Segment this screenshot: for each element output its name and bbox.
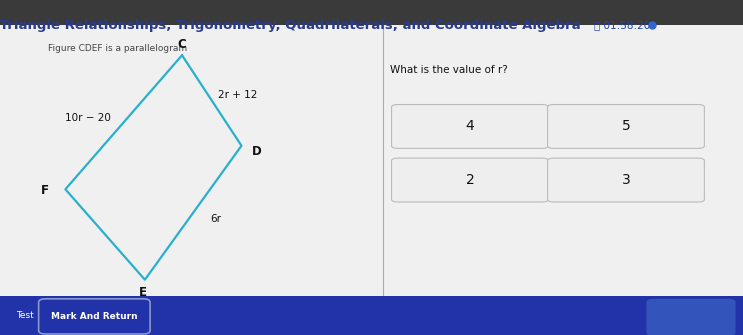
- Text: 3: 3: [622, 173, 630, 187]
- FancyBboxPatch shape: [548, 105, 704, 148]
- Text: Figure CDEF is a parallelogram: Figure CDEF is a parallelogram: [48, 44, 187, 53]
- Text: 4: 4: [466, 120, 474, 133]
- Text: ⧖ 01:58:20: ⧖ 01:58:20: [594, 20, 651, 30]
- Text: D: D: [251, 145, 262, 158]
- Text: E: E: [139, 286, 146, 298]
- Text: 2r + 12: 2r + 12: [218, 90, 257, 100]
- Text: Right Triangle Relationships, Trigonometry, Quadrilaterals, and Coordinate Algeb: Right Triangle Relationships, Trigonomet…: [0, 19, 580, 31]
- Text: Test: Test: [16, 311, 34, 320]
- Text: 6r: 6r: [210, 214, 221, 224]
- FancyBboxPatch shape: [392, 105, 548, 148]
- FancyBboxPatch shape: [548, 158, 704, 202]
- Text: 5: 5: [622, 120, 630, 133]
- Text: 10r − 20: 10r − 20: [65, 113, 111, 123]
- Text: What is the value of r?: What is the value of r?: [390, 65, 507, 75]
- Bar: [0, 0, 743, 25]
- Bar: [0, 25, 743, 296]
- Text: 2: 2: [466, 173, 474, 187]
- FancyBboxPatch shape: [392, 158, 548, 202]
- FancyBboxPatch shape: [39, 299, 150, 334]
- Text: Mark And Return: Mark And Return: [51, 312, 137, 321]
- FancyBboxPatch shape: [646, 299, 736, 335]
- Bar: [0, 296, 743, 335]
- Text: F: F: [41, 184, 48, 197]
- Text: C: C: [178, 38, 186, 51]
